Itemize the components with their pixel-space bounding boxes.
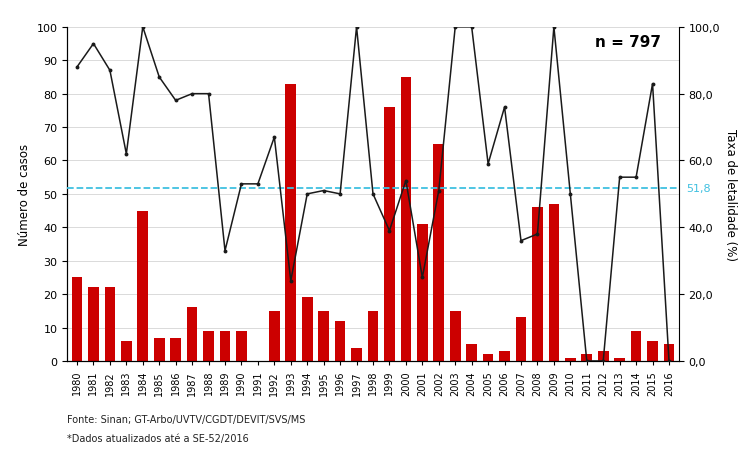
Bar — [286, 84, 296, 361]
Bar — [121, 341, 132, 361]
Bar — [302, 298, 313, 361]
Bar — [351, 348, 362, 361]
Bar — [565, 358, 576, 361]
Bar — [384, 108, 395, 361]
Bar — [581, 355, 592, 361]
Bar — [631, 331, 642, 361]
Legend: Casos humanos de FA, Taxa de letalidade (%), Taxa de letalidade média (%): Casos humanos de FA, Taxa de letalidade … — [124, 460, 622, 463]
Text: 51,8: 51,8 — [686, 183, 710, 194]
Bar — [515, 318, 527, 361]
Bar — [532, 208, 543, 361]
Bar — [88, 288, 98, 361]
Bar — [203, 331, 214, 361]
Bar — [154, 338, 165, 361]
Bar — [72, 278, 82, 361]
Bar — [319, 311, 329, 361]
Bar — [137, 211, 148, 361]
Bar — [335, 321, 345, 361]
Y-axis label: Taxa de letalidade (%): Taxa de letalidade (%) — [724, 129, 737, 260]
Y-axis label: Número de casos: Número de casos — [18, 144, 31, 245]
Bar — [450, 311, 460, 361]
Bar — [219, 331, 231, 361]
Bar — [433, 144, 444, 361]
Text: Fonte: Sinan; GT-Arbo/UVTV/CGDT/DEVIT/SVS/MS: Fonte: Sinan; GT-Arbo/UVTV/CGDT/DEVIT/SV… — [67, 414, 306, 425]
Text: *Dados atualizados até a SE-52/2016: *Dados atualizados até a SE-52/2016 — [67, 433, 249, 443]
Bar — [401, 78, 411, 361]
Bar — [483, 355, 493, 361]
Bar — [368, 311, 378, 361]
Bar — [614, 358, 625, 361]
Bar — [648, 341, 658, 361]
Bar — [186, 308, 198, 361]
Bar — [664, 344, 674, 361]
Bar — [466, 344, 477, 361]
Text: n = 797: n = 797 — [595, 34, 660, 50]
Bar — [269, 311, 280, 361]
Bar — [236, 331, 247, 361]
Bar — [548, 205, 560, 361]
Bar — [417, 225, 427, 361]
Bar — [499, 351, 510, 361]
Bar — [598, 351, 609, 361]
Bar — [104, 288, 115, 361]
Bar — [170, 338, 181, 361]
